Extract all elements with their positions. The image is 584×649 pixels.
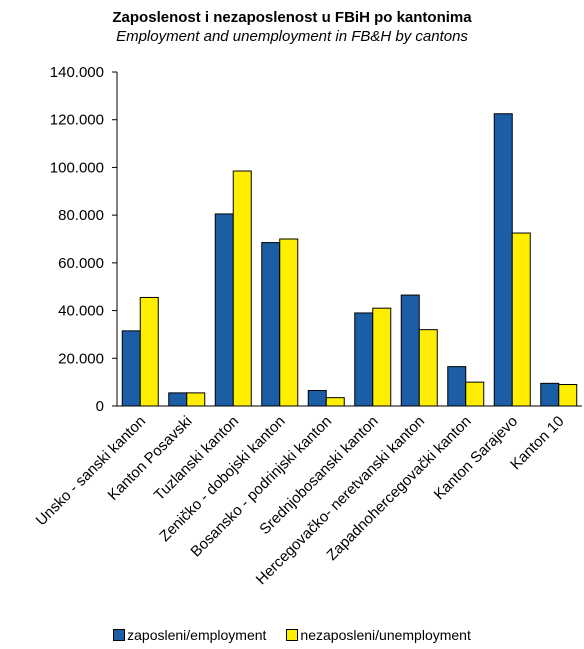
bar-employment bbox=[121, 330, 141, 407]
y-tick-label: 100.000 bbox=[50, 159, 104, 176]
legend-item-employment: zaposleni/employment bbox=[113, 627, 266, 643]
bar-employment bbox=[261, 242, 281, 407]
bar-unemployment bbox=[465, 381, 485, 407]
y-tick-label: 80.000 bbox=[58, 207, 104, 224]
bar-employment bbox=[493, 113, 513, 407]
bar-unemployment bbox=[139, 296, 159, 407]
bar-employment bbox=[354, 312, 374, 407]
chart-title: Zaposlenost i nezaposlenost u FBiH po ka… bbox=[112, 9, 472, 26]
bar-employment bbox=[400, 294, 420, 407]
y-tick-label: 120.000 bbox=[50, 112, 104, 129]
x-tick-label: Tuzlanski kanton bbox=[151, 413, 242, 504]
bar-unemployment bbox=[232, 170, 252, 407]
bar-unemployment bbox=[186, 392, 206, 407]
y-tick-label: 140.000 bbox=[50, 64, 104, 81]
y-tick-label: 40.000 bbox=[58, 303, 104, 320]
x-tick-label: Kanton Posavski bbox=[105, 413, 196, 504]
bar-employment bbox=[214, 213, 234, 407]
legend-item-unemployment: nezaposleni/unemployment bbox=[286, 627, 471, 643]
y-tick-label: 20.000 bbox=[58, 350, 104, 367]
x-tick-label: Hercegovačko- neretvanski kanton bbox=[253, 413, 428, 588]
y-tick-label: 60.000 bbox=[58, 255, 104, 272]
legend-swatch-unemployment bbox=[286, 629, 299, 641]
bar-employment bbox=[168, 392, 188, 407]
bar-unemployment bbox=[418, 329, 438, 407]
bar-chart: 0 20.000 40.000 60.000 80.000 100.000 120.000 1… bbox=[33, 64, 582, 588]
chart-subtitle: Employment and unemployment in FB&H by c… bbox=[116, 28, 468, 45]
chart-legend: zaposleni/employment nezaposleni/unemplo… bbox=[0, 627, 584, 643]
bar-unemployment bbox=[325, 397, 345, 407]
legend-label-employment: zaposleni/employment bbox=[127, 627, 267, 643]
bar-employment bbox=[307, 389, 327, 407]
legend-swatch-employment bbox=[113, 629, 126, 641]
legend-label-unemployment: nezaposleni/unemployment bbox=[300, 627, 471, 643]
bar-unemployment bbox=[558, 384, 578, 407]
bar-employment bbox=[540, 382, 560, 407]
x-tick-label: Kanton Sarajevo bbox=[431, 413, 521, 503]
bar-unemployment bbox=[372, 307, 392, 407]
bar-employment bbox=[447, 366, 467, 407]
bar-unemployment bbox=[511, 232, 531, 407]
bar-unemployment bbox=[279, 238, 299, 407]
y-tick-label: 0 bbox=[96, 398, 104, 415]
